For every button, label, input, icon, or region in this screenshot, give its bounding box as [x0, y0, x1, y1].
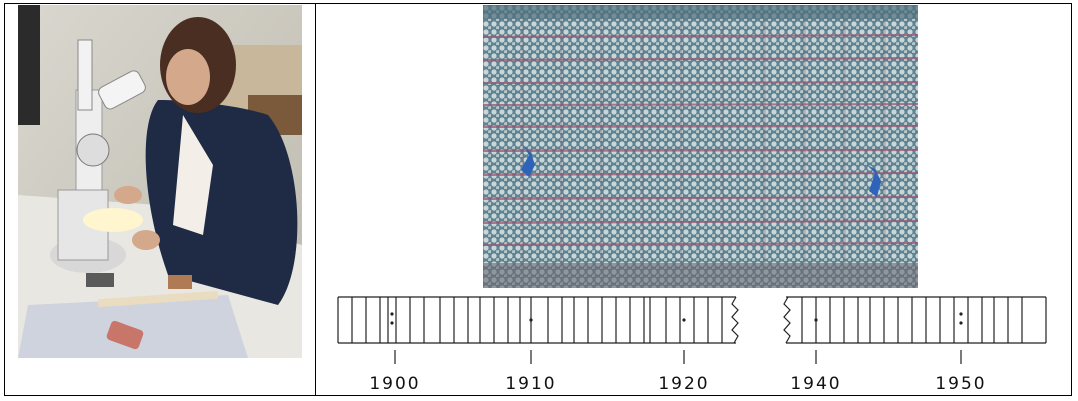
- researcher-photo: [18, 5, 302, 358]
- skeleton-plot-left-strip: [337, 296, 739, 364]
- cell-divider: [315, 3, 316, 396]
- skeleton-plot-right-strip: [783, 296, 1047, 364]
- table-frame: [4, 3, 1072, 396]
- year-label-1910: 1910: [505, 374, 556, 394]
- year-label-1920: 1920: [658, 374, 709, 394]
- year-label-1950: 1950: [935, 374, 986, 394]
- year-label-1940: 1940: [790, 374, 841, 394]
- skeleton-plot: 1900 1910 1920 1940 1950: [337, 296, 1047, 394]
- tree-ring-micrograph: [483, 5, 918, 288]
- year-label-1900: 1900: [369, 374, 420, 394]
